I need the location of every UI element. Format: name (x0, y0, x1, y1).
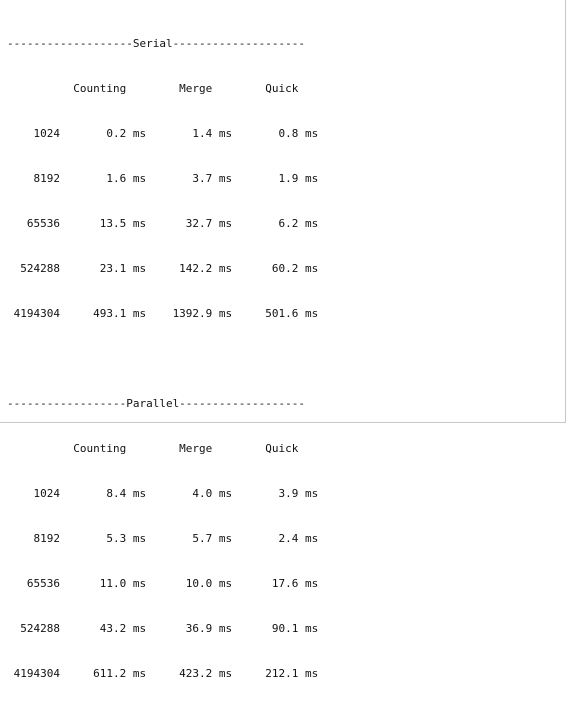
serial-row-524288: 524288 23.1 ms 142.2 ms 60.2 ms (7, 262, 319, 275)
terminal-window[interactable]: -------------------Serial---------------… (0, 0, 566, 680)
serial-column-headers: Counting Merge Quick (7, 82, 299, 95)
parallel-row-65536: 65536 11.0 ms 10.0 ms 17.6 ms (7, 577, 319, 590)
parallel-row-1024: 1024 8.4 ms 4.0 ms 3.9 ms (7, 487, 319, 500)
parallel-row-8192: 8192 5.3 ms 5.7 ms 2.4 ms (7, 532, 319, 545)
serial-row-65536: 65536 13.5 ms 32.7 ms 6.2 ms (7, 217, 319, 230)
terminal-output: -------------------Serial---------------… (7, 6, 318, 711)
parallel-column-headers: Counting Merge Quick (7, 442, 299, 455)
serial-row-8192: 8192 1.6 ms 3.7 ms 1.9 ms (7, 172, 319, 185)
serial-row-1024: 1024 0.2 ms 1.4 ms 0.8 ms (7, 127, 319, 140)
serial-row-4194304: 4194304 493.1 ms 1392.9 ms 501.6 ms (7, 307, 319, 320)
parallel-row-4194304: 4194304 611.2 ms 423.2 ms 212.1 ms (7, 667, 319, 680)
parallel-section-header: ------------------Parallel--------------… (7, 397, 306, 410)
serial-section-header: -------------------Serial---------------… (7, 37, 306, 50)
parallel-row-524288: 524288 43.2 ms 36.9 ms 90.1 ms (7, 622, 319, 635)
section-spacer (7, 351, 318, 366)
